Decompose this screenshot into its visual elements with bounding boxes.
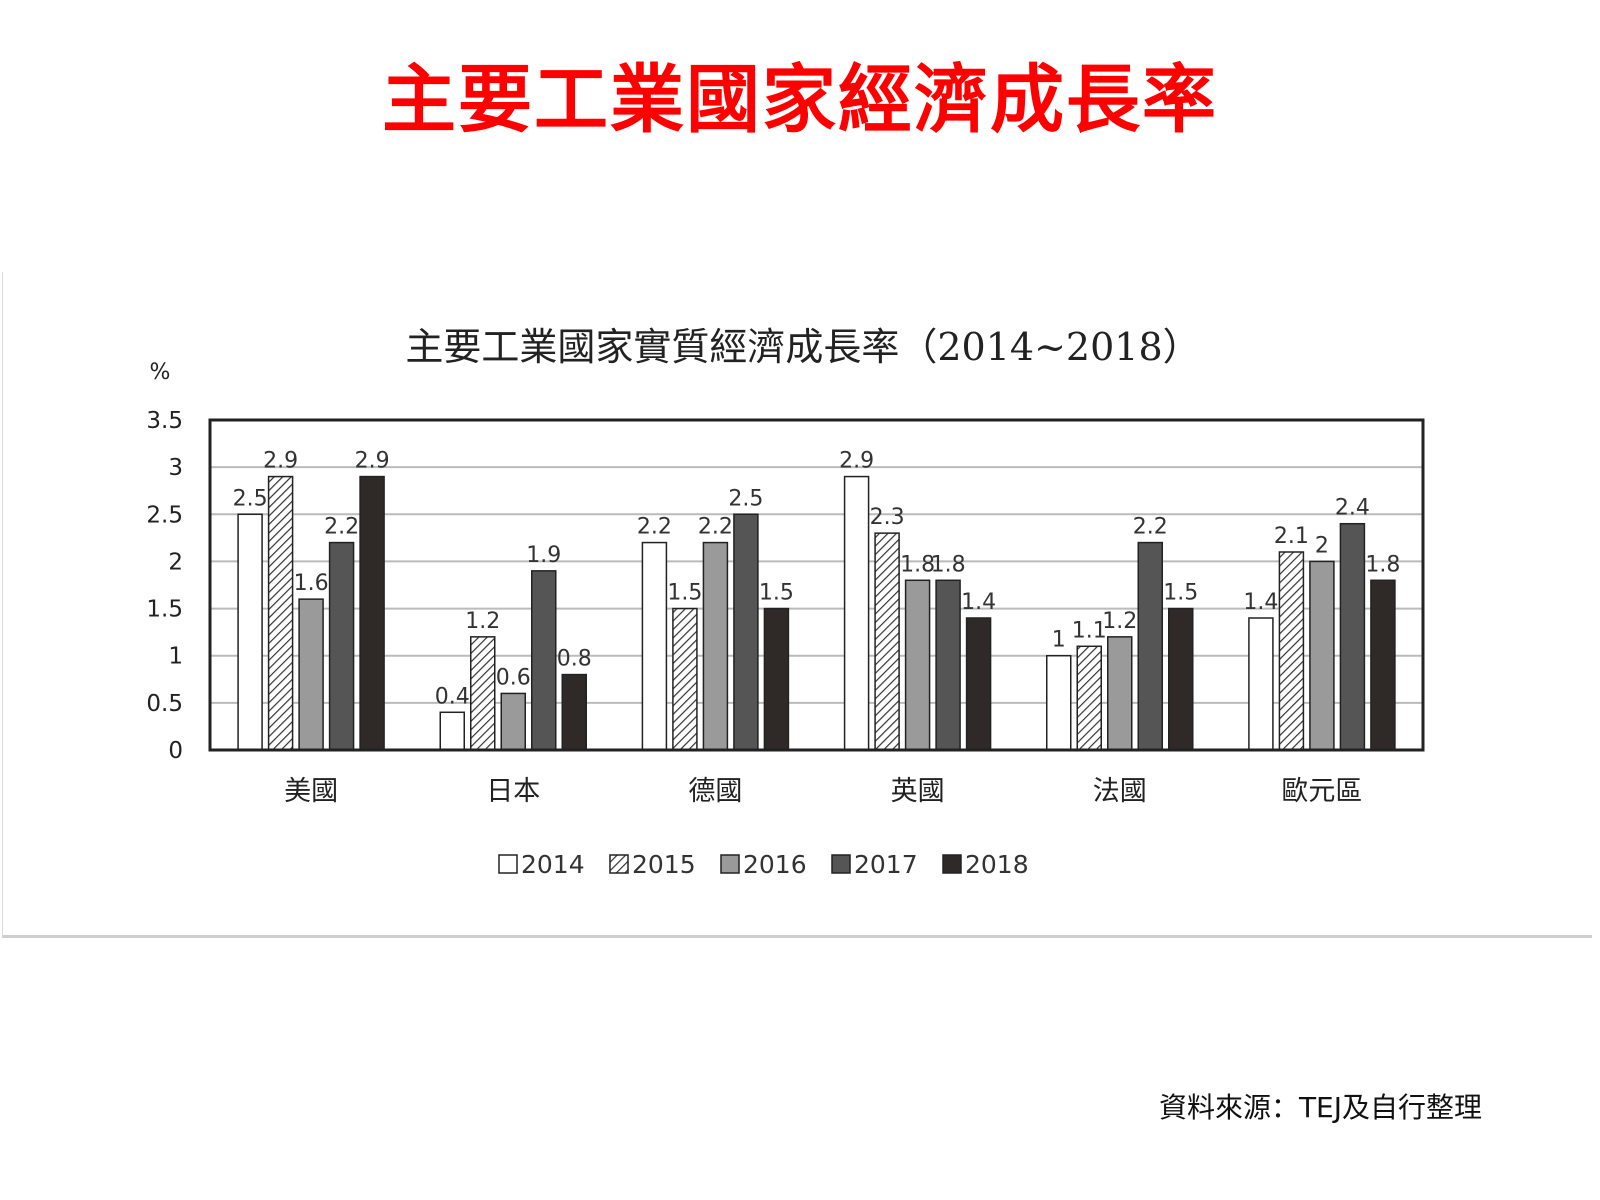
legend-label: 2016 — [743, 850, 807, 879]
bar — [702, 541, 729, 751]
bar-chart: 主要工業國家實質經濟成長率（2014~2018） % 0 0.5 1 1.5 2 2.5 3… — [146, 325, 1425, 879]
bar — [298, 598, 324, 751]
y-tick-label: 1 — [168, 644, 183, 670]
data-label: 2.9 — [263, 449, 298, 474]
data-label: 1.1 — [1072, 618, 1107, 643]
bar — [1107, 636, 1133, 751]
y-tick-label: 1.5 — [146, 597, 183, 623]
bar — [237, 513, 263, 751]
y-tick-label: 0 — [168, 738, 183, 764]
data-label: 1.8 — [900, 552, 935, 577]
x-tick-label: 法國 — [1093, 776, 1147, 807]
data-label: 2.2 — [1133, 515, 1168, 540]
data-label: 2.5 — [728, 486, 763, 511]
x-tick-label: 歐元區 — [1281, 776, 1362, 807]
legend-swatch — [609, 854, 629, 874]
x-tick-label: 日本 — [486, 776, 540, 807]
bar — [1278, 551, 1305, 751]
bar — [641, 541, 668, 751]
legend-swatch — [498, 854, 518, 874]
data-label: 2 — [1315, 533, 1329, 558]
bar — [1046, 654, 1072, 751]
bar — [874, 532, 900, 751]
data-label: 2.4 — [1335, 496, 1370, 521]
data-label: 0.6 — [496, 665, 531, 690]
bar — [561, 673, 587, 751]
legend-label: 2017 — [854, 850, 918, 879]
data-label: 1.2 — [465, 609, 500, 634]
legend-label: 2015 — [632, 850, 696, 879]
bar — [843, 475, 870, 751]
data-label: 1.5 — [667, 581, 702, 606]
slide-title: 主要工業國家經濟成長率 — [382, 57, 1218, 143]
bar — [733, 513, 759, 751]
data-label: 0.8 — [557, 647, 592, 672]
data-label: 1.8 — [931, 552, 966, 577]
data-label: 2.2 — [324, 515, 359, 540]
bar — [1309, 560, 1335, 751]
bar — [1076, 645, 1102, 751]
x-tick-label: 英國 — [891, 776, 945, 807]
chart-panel: 主要工業國家實質經濟成長率（2014~2018） % 0 0.5 1 1.5 2 2.5 3… — [2, 272, 1592, 938]
bar — [1248, 617, 1274, 751]
data-label: 2.9 — [355, 449, 390, 474]
y-axis-unit: % — [150, 360, 171, 385]
legend-swatch — [831, 854, 851, 874]
bar — [1137, 541, 1163, 751]
data-label: 2.1 — [1274, 524, 1309, 549]
y-tick-label: 2 — [168, 549, 183, 575]
plot-area-border — [208, 418, 1425, 752]
data-label: 0.4 — [435, 684, 470, 709]
bar — [1370, 579, 1396, 751]
x-tick-label: 美國 — [284, 776, 338, 807]
legend-label: 2014 — [521, 850, 585, 879]
bar — [531, 570, 557, 751]
data-label: 1.4 — [1243, 590, 1278, 615]
bar — [359, 475, 385, 751]
data-label: 1.4 — [961, 590, 996, 615]
data-label: 1 — [1052, 628, 1066, 653]
data-label: 1.5 — [1163, 581, 1198, 606]
legend-swatch — [942, 854, 962, 874]
data-label: 2.9 — [839, 449, 874, 474]
data-label: 2.2 — [637, 515, 672, 540]
bar — [470, 636, 496, 751]
legend-swatch — [720, 854, 740, 874]
bar — [672, 607, 698, 751]
bar — [763, 607, 790, 751]
y-tick-label: 3 — [168, 455, 183, 481]
data-label: 1.5 — [759, 581, 794, 606]
chart-title: 主要工業國家實質經濟成長率（2014~2018） — [405, 325, 1200, 369]
data-label: 1.9 — [526, 543, 561, 568]
x-tick-label: 德國 — [688, 776, 742, 807]
bar — [267, 475, 294, 751]
bar — [935, 579, 961, 751]
bar — [439, 711, 465, 751]
bar — [328, 541, 355, 751]
data-label: 1.6 — [294, 571, 329, 596]
y-tick-label: 0.5 — [146, 691, 183, 717]
data-label: 2.3 — [870, 505, 905, 530]
y-tick-label: 3.5 — [146, 408, 183, 434]
data-label: 1.2 — [1102, 609, 1137, 634]
y-tick-label: 2.5 — [146, 502, 183, 528]
data-label: 2.5 — [233, 486, 268, 511]
data-label: 2.2 — [698, 515, 733, 540]
bar — [904, 579, 931, 751]
bar — [500, 692, 526, 751]
source-note: 資料來源：TEJ及自行整理 — [1158, 1091, 1482, 1124]
legend-label: 2018 — [965, 850, 1029, 879]
bar — [1168, 607, 1194, 751]
bar — [965, 617, 992, 751]
bar — [1339, 522, 1366, 751]
data-label: 1.8 — [1365, 552, 1400, 577]
